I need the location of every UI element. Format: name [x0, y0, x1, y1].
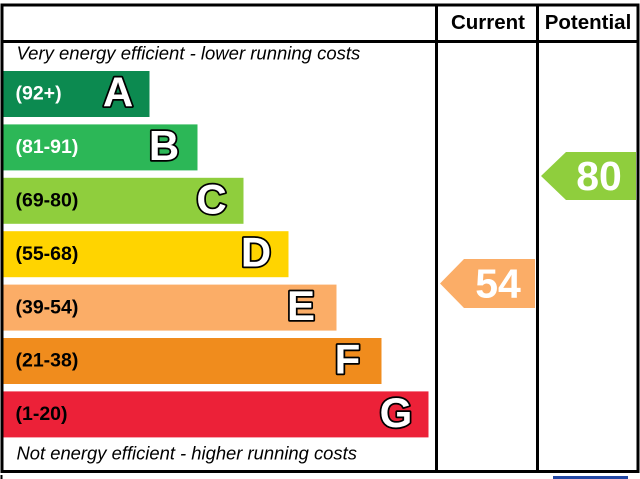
svg-text:54: 54 — [475, 261, 521, 307]
svg-text:A: A — [103, 69, 133, 116]
svg-text:80: 80 — [576, 153, 622, 199]
svg-text:(81-91): (81-91) — [16, 136, 79, 158]
svg-text:Current: Current — [451, 11, 525, 34]
svg-text:B: B — [149, 122, 179, 169]
svg-text:(1-20): (1-20) — [16, 403, 68, 425]
svg-text:D: D — [241, 229, 271, 276]
svg-text:F: F — [335, 336, 361, 383]
svg-text:E: E — [287, 282, 315, 329]
svg-text:(92+): (92+) — [16, 83, 62, 105]
svg-text:(21-38): (21-38) — [16, 350, 79, 372]
svg-text:C: C — [196, 175, 226, 222]
svg-text:G: G — [380, 389, 413, 436]
svg-text:Potential: Potential — [545, 11, 632, 34]
svg-text:Very energy efficient - lower: Very energy efficient - lower running co… — [17, 43, 361, 64]
svg-text:(55-68): (55-68) — [16, 243, 79, 265]
svg-text:(69-80): (69-80) — [16, 190, 79, 212]
svg-text:Not energy efficient - higher: Not energy efficient - higher running co… — [17, 443, 357, 464]
svg-text:(39-54): (39-54) — [16, 296, 79, 318]
